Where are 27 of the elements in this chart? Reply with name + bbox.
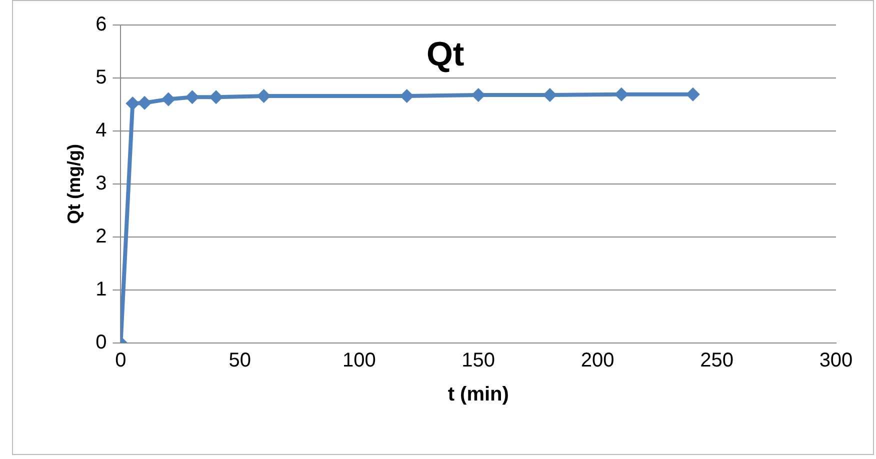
- point: [161, 92, 176, 106]
- x-tick-label: 250: [700, 350, 734, 372]
- point: [138, 96, 152, 110]
- y-tick-label: 0: [96, 332, 107, 354]
- point: [126, 96, 140, 110]
- point: [614, 87, 628, 102]
- y-tick-label: 1: [96, 278, 107, 301]
- x-tick-label: 100: [342, 350, 376, 372]
- x-tick-label: 50: [228, 350, 252, 372]
- y-tick-label: 4: [96, 120, 107, 142]
- point: [686, 87, 700, 102]
- y-tick-label: 5: [96, 66, 107, 89]
- y-tick-label: 3: [96, 172, 107, 195]
- point: [209, 90, 224, 104]
- x-tick-label: 150: [462, 350, 496, 372]
- x-tick-label: 0: [115, 350, 126, 372]
- point: [471, 88, 486, 102]
- x-tick-label: 200: [580, 350, 614, 372]
- x-axis-title: t (min): [448, 384, 509, 406]
- x-tick-label: 300: [819, 350, 853, 372]
- point: [400, 89, 414, 104]
- point: [185, 90, 200, 104]
- y-axis-title: Qt (mg/g): [64, 144, 84, 224]
- y-tick-label: 6: [96, 14, 107, 36]
- y-tick-label: 2: [96, 226, 107, 248]
- chart-title: Qt: [426, 35, 464, 74]
- point: [256, 89, 271, 104]
